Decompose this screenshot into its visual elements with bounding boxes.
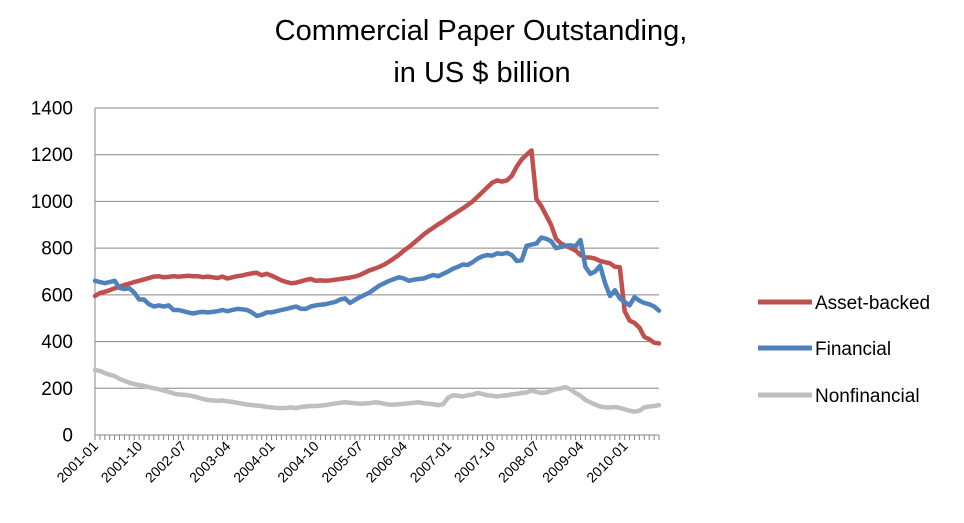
x-axis bbox=[94, 108, 660, 440]
y-tick-label-600: 600 bbox=[41, 285, 73, 306]
y-tick-label-1200: 1200 bbox=[31, 145, 73, 166]
chart-title-line-1: Commercial Paper Outstanding, bbox=[275, 15, 688, 47]
y-tick-label-0: 0 bbox=[62, 426, 73, 447]
x-tick-label-2006-04: 2006-04 bbox=[362, 438, 410, 486]
y-axis-tick-labels: 0 200 400 600 800 1000 1200 1400 bbox=[31, 99, 73, 447]
x-tick-label-2007-10: 2007-10 bbox=[451, 438, 499, 486]
x-tick-label-2005-07: 2005-07 bbox=[318, 438, 366, 486]
y-tick-label-200: 200 bbox=[41, 379, 73, 400]
x-tick-label-2001-01: 2001-01 bbox=[53, 438, 101, 486]
x-tick-label-2002-07: 2002-07 bbox=[142, 438, 190, 486]
x-tick-label-2010-01: 2010-01 bbox=[583, 438, 631, 486]
y-tick-label-1000: 1000 bbox=[31, 192, 73, 213]
legend-label-nonfinancial: Nonfinancial bbox=[815, 386, 920, 407]
series-line-nonfinancial bbox=[92, 367, 662, 414]
x-tick-label-2009-04: 2009-04 bbox=[539, 438, 587, 486]
x-tick-label-2007-01: 2007-01 bbox=[407, 438, 455, 486]
x-tick-label-2004-10: 2004-10 bbox=[274, 438, 322, 486]
x-tick-label-2008-07: 2008-07 bbox=[495, 438, 543, 486]
legend-label-financial: Financial bbox=[815, 339, 891, 360]
legend-label-asset-backed: Asset-backed bbox=[815, 293, 930, 314]
legend: Asset-backed Financial Nonfinancial bbox=[758, 293, 930, 407]
x-tick-label-2004-01: 2004-01 bbox=[230, 438, 278, 486]
y-tick-label-1400: 1400 bbox=[31, 99, 73, 120]
chart-title-line-2: in US $ billion bbox=[393, 57, 570, 89]
series-line-financial bbox=[92, 235, 662, 319]
x-tick-label-2003-04: 2003-04 bbox=[186, 438, 234, 486]
x-axis-tick-labels: 2001-012001-102002-072003-042004-012004-… bbox=[53, 438, 630, 486]
y-tick-label-400: 400 bbox=[41, 332, 73, 353]
chart-title: Commercial Paper Outstanding, in US $ bi… bbox=[275, 15, 688, 89]
series-lines bbox=[92, 148, 662, 414]
gridlines bbox=[95, 107, 659, 389]
x-tick-label-2001-10: 2001-10 bbox=[98, 438, 146, 486]
y-tick-label-800: 800 bbox=[41, 239, 73, 260]
